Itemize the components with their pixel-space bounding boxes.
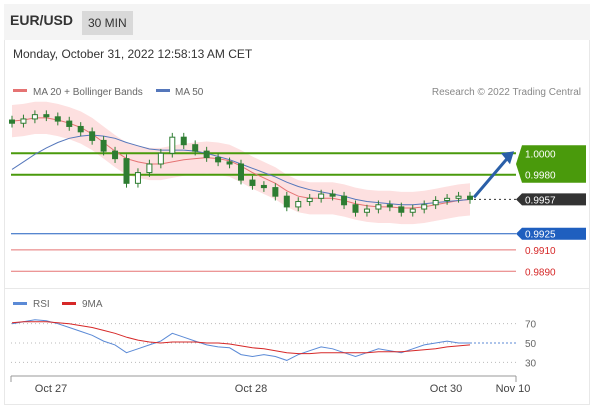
candle-body	[409, 208, 416, 213]
candle-body	[432, 199, 439, 206]
candle-body	[329, 193, 336, 197]
candle-body	[192, 144, 199, 152]
candle-body	[398, 206, 405, 213]
level-label-0: 1.0000	[525, 149, 556, 160]
instrument-symbol: EUR/USD	[10, 12, 74, 28]
candle-body	[43, 114, 50, 118]
research-credit: Research © 2022 Trading Central	[432, 87, 581, 98]
candle-body	[134, 172, 141, 184]
legend-ma50-swatch	[156, 89, 170, 92]
candle-body	[169, 136, 176, 154]
candle-body	[386, 204, 393, 208]
legend-ma20-swatch	[13, 89, 27, 92]
support-label-box	[516, 227, 586, 240]
level-label-4: 0.9910	[525, 246, 556, 257]
legend-rsi-swatch	[13, 302, 27, 305]
chart-datetime: Monday, October 31, 2022 12:58:13 AM CET	[13, 47, 253, 61]
candle-body	[238, 163, 244, 181]
candle-body	[306, 197, 313, 203]
x-tick-label: Nov 10	[496, 383, 531, 395]
rsi-ma-line	[11, 321, 471, 355]
candle-body	[249, 179, 256, 186]
candle-body	[112, 150, 119, 160]
level-label-2: 0.9957	[525, 195, 556, 206]
legend-ma50-label: MA 50	[175, 87, 204, 98]
forecast-overlay	[472, 151, 514, 199]
level-lines	[11, 152, 516, 272]
forecast-arrow-head	[501, 151, 514, 165]
candle-body	[20, 118, 27, 124]
rsi-tick-label: 30	[525, 358, 537, 369]
pivot-label-box	[516, 193, 586, 206]
candle-body	[341, 195, 348, 206]
candle-body	[54, 116, 61, 122]
x-tick-label: Oct 28	[235, 383, 267, 395]
candle-body	[467, 195, 473, 200]
rsi-panel: 70 50 30	[11, 319, 537, 369]
rsi-tick-label: 50	[525, 339, 537, 350]
x-tick-label: Oct 30	[430, 383, 462, 395]
candle-body	[226, 161, 233, 165]
candlesticks	[9, 110, 473, 217]
candle-body	[123, 158, 130, 184]
rsi-tick-label: 70	[525, 320, 537, 331]
candle-body	[421, 204, 428, 210]
x-tick-label: Oct 27	[35, 383, 67, 395]
candle-body	[146, 163, 153, 174]
candle-body	[89, 131, 96, 141]
timeframe-button[interactable]: 30 MIN	[82, 11, 133, 35]
candle-body	[180, 136, 187, 146]
forecast-arrow-shaft	[472, 154, 512, 199]
candle-body	[455, 195, 462, 199]
x-axis: Oct 27 Oct 28 Oct 30 Nov 10	[10, 375, 531, 395]
candle-body	[295, 201, 302, 208]
candle-body	[352, 204, 359, 213]
candle-body	[375, 204, 382, 210]
candle-body	[77, 125, 84, 133]
candle-body	[260, 184, 267, 189]
candle-body	[272, 187, 279, 197]
candle-body	[318, 193, 325, 199]
candle-body	[66, 120, 73, 127]
legend-rsi-label: RSI	[33, 299, 50, 310]
candle-body	[100, 139, 107, 152]
candle-body	[157, 152, 164, 165]
level-label-3: 0.9925	[525, 230, 556, 241]
level-label-5: 0.9890	[525, 267, 556, 278]
candle-body	[215, 157, 222, 163]
legend-9ma-swatch	[62, 302, 76, 305]
candle-body	[283, 195, 290, 208]
resistance-label-box	[516, 145, 586, 183]
legend-ma20-label: MA 20 + Bollinger Bands	[33, 87, 143, 98]
candle-body	[444, 197, 451, 201]
candle-body	[363, 208, 370, 213]
level-label-1: 0.9980	[525, 171, 556, 182]
legend-9ma-label: 9MA	[82, 299, 103, 310]
level-labels: 1.0000 0.9980 0.9957 0.9925 0.9910 0.9890	[516, 145, 586, 278]
panel-divider	[4, 288, 590, 289]
candle-body	[203, 150, 210, 159]
candle-body	[31, 114, 38, 120]
candle-body	[9, 119, 15, 124]
